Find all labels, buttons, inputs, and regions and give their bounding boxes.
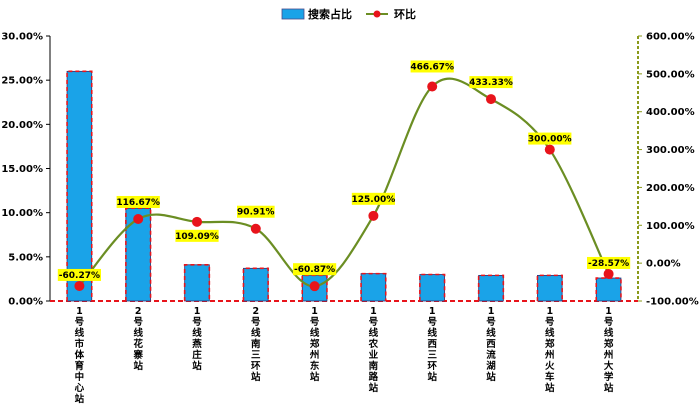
- bar: [478, 274, 504, 302]
- data-label-bg: [175, 229, 219, 242]
- data-label-bg: [116, 195, 160, 208]
- x-tick-label: 1 号线市体育中心站: [75, 306, 85, 405]
- y-left-tick-label: 15.00%: [1, 164, 43, 175]
- x-tick-label: 2 号线南三环站: [251, 306, 261, 383]
- legend-bar-label: 搜索占比: [308, 7, 352, 21]
- bar-outline: [66, 70, 93, 301]
- bar: [66, 70, 93, 302]
- data-label: 90.91%: [237, 208, 275, 218]
- line-path: [78, 77, 610, 288]
- y-right-tick-label: 500.00%: [646, 69, 695, 80]
- x-tick-label: 2 号线花寨站: [132, 306, 143, 372]
- bar-outline: [360, 272, 387, 301]
- line-point: [74, 280, 85, 291]
- y-left-tick-label: 10.00%: [1, 208, 43, 219]
- bar-outline: [419, 273, 446, 301]
- data-label: -60.27%: [59, 271, 100, 281]
- line-point: [250, 223, 261, 234]
- x-tick-label: 1 号线郑州东站: [309, 306, 320, 383]
- line-point: [368, 210, 379, 221]
- line-point: [603, 268, 614, 279]
- line-point: [427, 81, 438, 92]
- line-point: [192, 216, 202, 227]
- y-left-tick-label: 0.00%: [8, 297, 43, 308]
- line-point: [544, 144, 555, 155]
- legend: 搜索占比 环比: [281, 7, 416, 21]
- y-left-tick-label: 25.00%: [1, 76, 43, 87]
- category-labels: 1 号线市体育中心站 2 号线花寨站 1 号线燕庄站 2 号线南三环站 1 号线郑州东站 1 号线农业…: [75, 306, 614, 405]
- y-left-tick-label: 20.00%: [1, 120, 43, 131]
- x-tick-label: 1 号线郑州火车站: [544, 306, 555, 394]
- line-point: [309, 281, 320, 292]
- x-tick-label: 1 号线燕庄站: [192, 306, 202, 372]
- bar: [360, 273, 387, 302]
- line-series: [74, 77, 614, 292]
- data-label: 300.00%: [528, 135, 572, 145]
- legend-line-label: 环比: [394, 7, 416, 21]
- bar: [419, 274, 445, 302]
- bar: [184, 264, 210, 302]
- data-label-bg: [57, 268, 101, 281]
- data-label-bg: [587, 256, 631, 269]
- y-right-tick-label: 0.00%: [646, 259, 681, 270]
- data-label: 433.33%: [469, 78, 513, 88]
- bar: [243, 267, 269, 302]
- y-right-tick-label: 400.00%: [646, 107, 695, 118]
- bar-outline: [183, 263, 211, 301]
- line-point: [486, 94, 496, 105]
- line-point: [133, 213, 144, 224]
- data-label-bg: [237, 205, 275, 218]
- data-label-bg: [410, 60, 454, 73]
- data-label: 116.67%: [116, 198, 160, 208]
- y-right-tick-label: 600.00%: [646, 32, 695, 43]
- bar-outline: [477, 274, 505, 301]
- bar-outline: [125, 207, 152, 301]
- data-label-bg: [351, 192, 395, 205]
- y-right-tick-label: 100.00%: [646, 221, 695, 232]
- bar: [537, 274, 563, 302]
- data-label: 466.67%: [410, 62, 454, 72]
- bar: [595, 277, 622, 302]
- bar-outline: [242, 267, 269, 301]
- data-label: -60.87%: [294, 265, 335, 275]
- x-tick-label: 1 号线农业南路站: [368, 306, 379, 394]
- y-left-tick-label: 30.00%: [1, 32, 43, 43]
- bar-outline: [536, 274, 563, 301]
- x-tick-label: 1 号线西流湖站: [486, 306, 496, 383]
- y-left-tick-label: 5.00%: [8, 252, 43, 263]
- y-right-tick-label: -100.00%: [646, 297, 699, 308]
- x-tick-label: 1 号线西三环站: [427, 306, 437, 383]
- data-label-bg: [469, 76, 513, 89]
- data-labels: -60.27% 116.67% 109.09% 90.91% -60.87% 125.00…: [57, 60, 631, 281]
- y-right-tick-label: 300.00%: [646, 145, 695, 156]
- data-label: 125.00%: [352, 195, 396, 205]
- data-label-bg: [293, 263, 337, 276]
- legend-bar-swatch: [281, 8, 305, 20]
- bar-outline: [301, 274, 328, 301]
- data-label: -28.57%: [588, 259, 629, 269]
- y-right-tick-label: 200.00%: [646, 183, 695, 194]
- data-label-bg: [528, 132, 572, 145]
- legend-line-marker: [373, 10, 381, 18]
- x-tick-label: 1 号线郑州大学站: [603, 306, 614, 394]
- data-label: 109.09%: [175, 232, 219, 242]
- bar-series: [66, 70, 622, 302]
